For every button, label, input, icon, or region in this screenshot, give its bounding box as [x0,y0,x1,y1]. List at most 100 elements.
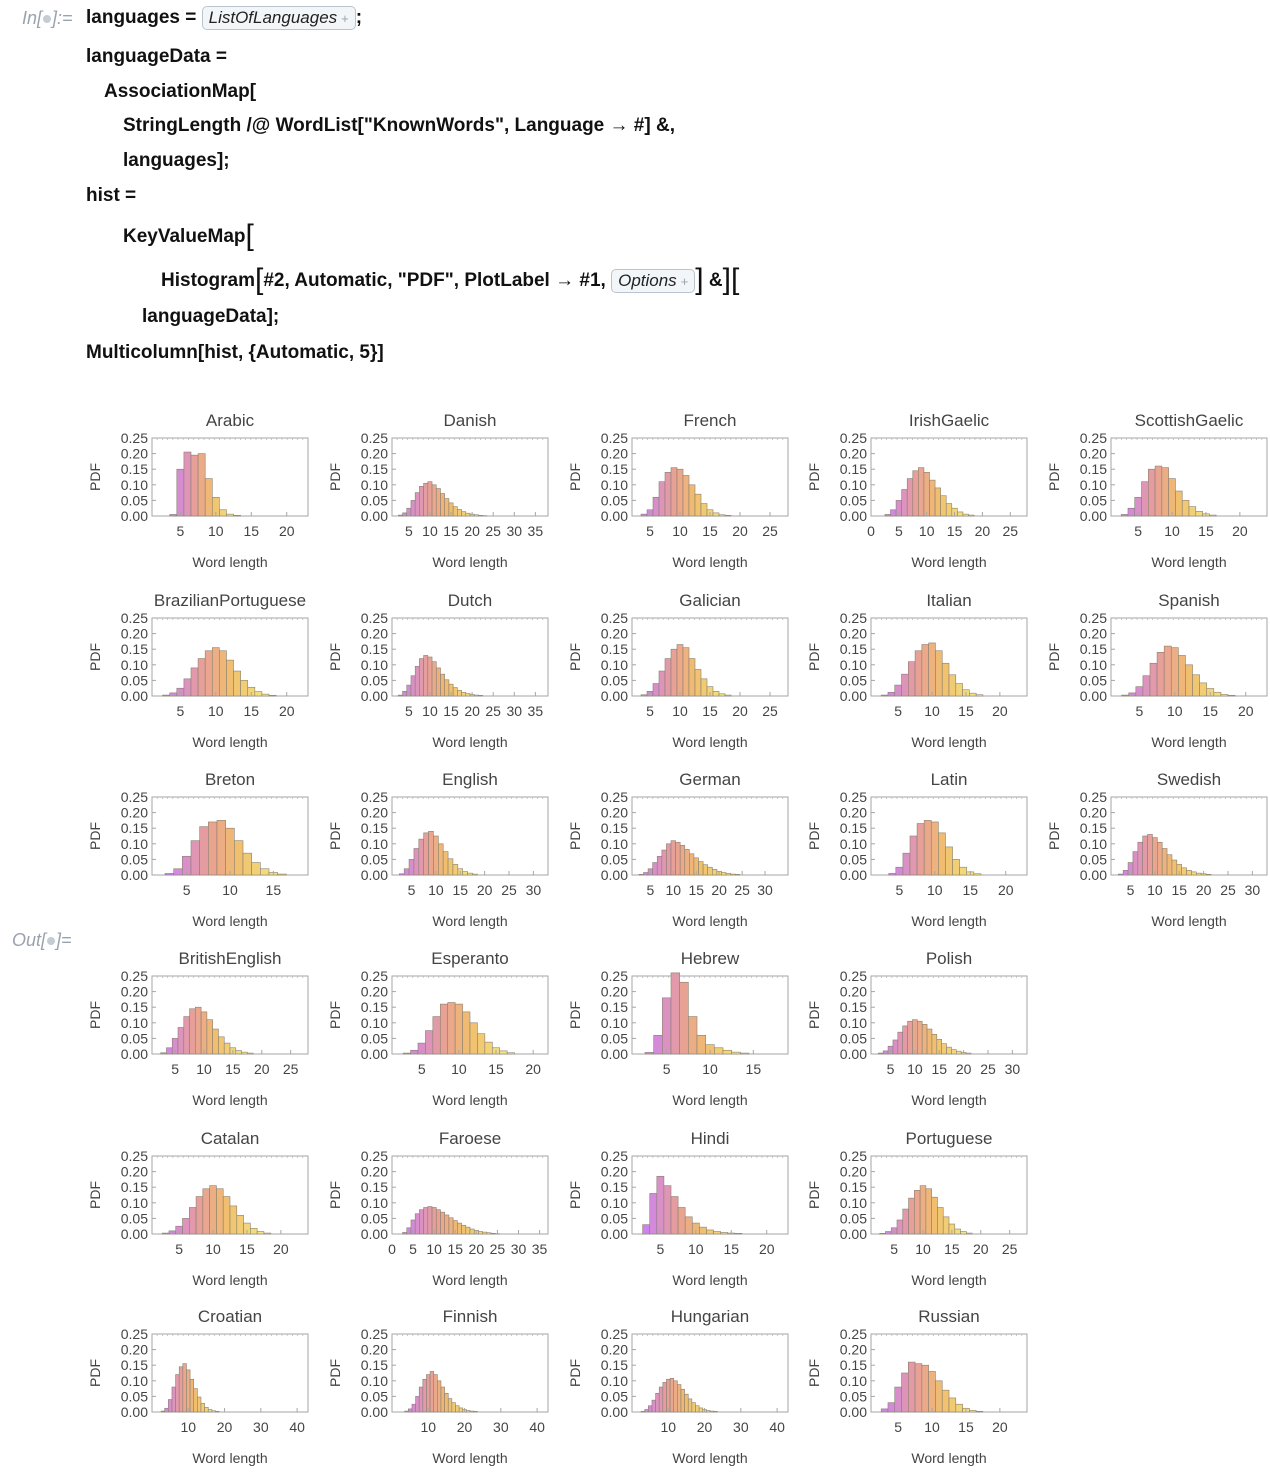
histogram-bar [887,691,896,697]
histogram-bar [444,1392,449,1413]
y-axis-label: PDF [327,1181,343,1209]
y-tick-label: 0.25 [121,1326,148,1342]
y-tick-label: 0.05 [1080,492,1107,508]
y-tick-label: 0.00 [361,1046,388,1062]
histogram-bar [718,693,726,697]
histogram-bar [419,658,424,697]
histogram-bar [402,1232,408,1235]
histogram-bar [699,1226,707,1235]
histogram-dutch: Dutch 0.250.200.150.100.050.00 PDF 5 10 15 20 2… [327,591,549,750]
histogram-bar [734,1233,743,1235]
histogram-bar [975,1411,984,1413]
chip-label: Options [618,271,677,290]
histogram-bar [422,1378,427,1413]
y-tick-label: 0.00 [361,867,388,883]
histogram-bar [473,514,479,517]
histogram-bar [1157,841,1163,876]
histogram-bar [960,1231,967,1235]
histogram-bar [175,1374,180,1413]
options-chip[interactable]: Options + [611,269,696,293]
histogram-bar [718,514,726,517]
histogram-bar [948,1397,957,1413]
x-axis-label: Word length [192,1450,267,1466]
y-tick-label: 0.05 [601,492,628,508]
chart-title: Polish [926,949,972,968]
x-tick-label: 30 [757,882,773,898]
histogram-bar [908,1361,916,1413]
histogram-bar [676,644,684,697]
y-tick-label: 0.20 [361,1342,388,1358]
histogram-bar [433,1374,438,1413]
histogram-bar [640,694,648,697]
histogram-bar [427,656,433,697]
x-axis-label: Word length [192,554,267,570]
histogram-bar [183,678,192,697]
chart-title: German [679,770,740,789]
x-tick-label: 15 [962,882,978,898]
x-tick-label: 25 [762,523,778,539]
x-tick-label: 15 [931,1061,947,1077]
expand-plus-icon[interactable]: + [341,11,349,26]
list-of-languages-chip[interactable]: ListOfLanguages + [201,6,356,30]
y-tick-label: 0.00 [1080,688,1107,704]
histogram-bar [182,1363,187,1413]
x-tick-label: 10 [208,703,224,719]
histogram-bar [664,658,672,697]
histogram-bar [916,823,925,876]
x-tick-label: 0 [388,1241,396,1257]
y-tick-label: 0.05 [840,1388,867,1404]
y-tick-label: 0.05 [840,672,867,688]
x-tick-label: 10 [422,703,438,719]
histogram-bar [431,484,437,517]
histogram-bar [462,1011,471,1055]
histogram-bar [901,1372,909,1413]
histogram-bar [642,1224,651,1235]
y-tick-label: 0.10 [121,657,148,673]
histogram-bar [696,1034,706,1055]
histogram-bar [670,972,680,1055]
x-tick-label: 10 [1164,523,1180,539]
histogram-bar [935,1380,943,1413]
y-tick-label: 0.10 [121,1373,148,1389]
x-tick-label: 5 [1135,703,1143,719]
histogram-bar [695,1405,700,1413]
y-tick-label: 0.00 [1080,867,1107,883]
y-tick-label: 0.20 [840,1164,867,1180]
x-tick-label: 10 [702,1061,718,1077]
x-tick-label: 20 [469,1241,485,1257]
x-axis-label: Word length [911,1272,986,1288]
histogram-bar [414,666,420,697]
code-line-6: hist = [86,185,137,206]
histogram-bar [467,872,473,876]
y-tick-label: 0.05 [121,492,148,508]
histogram-bar [426,1374,431,1413]
histogram-bar [202,1188,210,1235]
histogram-bar [1121,694,1130,697]
histogram-bar [677,1207,686,1235]
histogram-bar [1181,867,1187,876]
histogram-bar [193,1388,198,1413]
y-tick-label: 0.10 [840,657,867,673]
histogram-bar [171,1386,176,1413]
histogram-bar [923,820,932,876]
x-tick-label: 20 [711,882,727,898]
code-text: & [703,270,723,291]
histogram-italian: Italian 0.250.200.150.100.050.00 PDF 5 10 15 2… [806,591,1028,750]
y-tick-label: 0.25 [840,789,867,805]
expand-plus-icon[interactable]: + [680,274,689,289]
histogram-bar [965,1052,972,1055]
histogram-bar [423,832,429,876]
histogram-bar [957,511,964,517]
histogram-bar [457,509,462,517]
histogram-bar [447,858,454,876]
histogram-bar [182,1218,190,1235]
y-tick-label: 0.05 [1080,851,1107,867]
histogram-bar [448,1217,454,1235]
histogram-bar [204,478,213,517]
histogram-bar [946,1046,952,1055]
x-tick-label: 40 [769,1419,785,1435]
x-tick-label: 35 [528,703,544,719]
histogram-bar [682,475,690,517]
histogram-bar [1127,507,1136,517]
histogram-bar [1142,675,1151,697]
